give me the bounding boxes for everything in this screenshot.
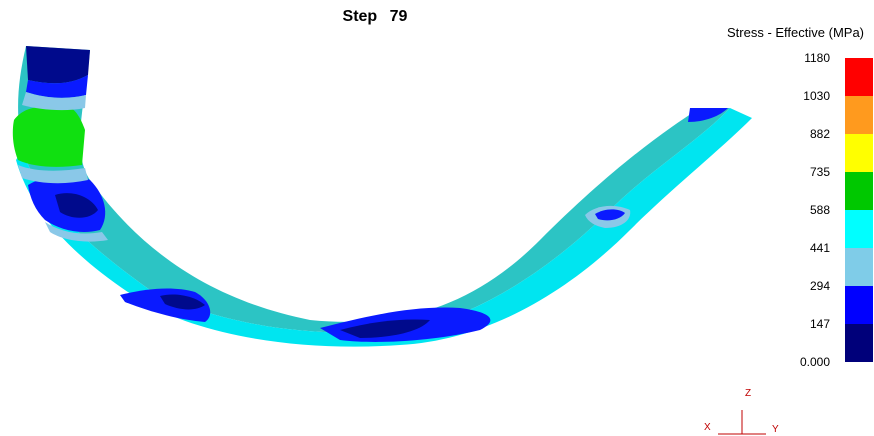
legend-swatch bbox=[845, 248, 873, 286]
legend-label: 441 bbox=[809, 241, 830, 255]
stress-zone-left-dark bbox=[55, 193, 98, 218]
curved-part bbox=[12, 46, 752, 347]
legend-swatch bbox=[845, 210, 873, 248]
legend-swatch bbox=[845, 324, 873, 362]
step-title: Step 79 bbox=[342, 8, 408, 25]
legend-swatch bbox=[845, 286, 873, 324]
axis-z-label: Z bbox=[745, 388, 752, 399]
stress-band-light-1 bbox=[18, 165, 88, 184]
axis-y-label: Y bbox=[772, 424, 779, 435]
legend-label: 0.000 bbox=[799, 355, 830, 369]
stress-zone-tip-dark bbox=[26, 46, 90, 84]
stress-zone-tip-light bbox=[22, 92, 86, 111]
stress-zone-right-arm-blue bbox=[595, 209, 625, 221]
legend-label: 1180 bbox=[804, 51, 830, 65]
stress-band-light-2 bbox=[45, 222, 108, 242]
legend-swatch bbox=[845, 58, 873, 96]
legend-swatch bbox=[845, 96, 873, 134]
legend-label: 294 bbox=[809, 279, 830, 293]
legend-label: 588 bbox=[809, 203, 830, 217]
legend-label: 882 bbox=[809, 127, 830, 141]
legend-label: 735 bbox=[809, 165, 830, 179]
stress-zone-green bbox=[12, 106, 85, 167]
axis-x-label: X bbox=[704, 422, 711, 433]
stress-zone-right-tip bbox=[688, 108, 728, 122]
legend-label: 1030 bbox=[803, 89, 830, 103]
stress-zone-tip-blue bbox=[26, 75, 88, 98]
stress-zone-bottom-left-dark bbox=[160, 294, 205, 310]
legend-label: 147 bbox=[809, 317, 830, 331]
stress-zone-bottom-center-dark bbox=[340, 319, 430, 338]
legend-swatch bbox=[845, 134, 873, 172]
legend-title: Stress - Effective (MPa) bbox=[726, 25, 864, 40]
legend-swatch bbox=[845, 172, 873, 210]
